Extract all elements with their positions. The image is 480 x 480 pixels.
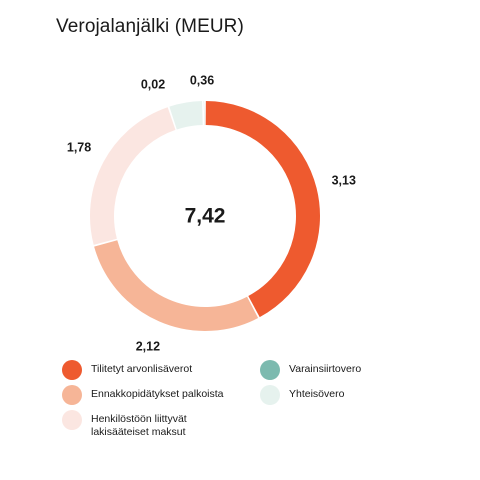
value-label: 0,36 bbox=[190, 73, 214, 87]
value-label: 1,78 bbox=[67, 141, 91, 155]
value-label: 0,02 bbox=[141, 77, 165, 91]
chart-title: Verojalanjälki (MEUR) bbox=[56, 16, 244, 37]
donut-segment bbox=[94, 239, 259, 331]
value-label: 2,12 bbox=[136, 339, 160, 353]
donut-segment bbox=[90, 107, 176, 245]
donut-segment bbox=[205, 101, 320, 318]
total-value: 7,42 bbox=[185, 205, 226, 228]
donut-segment bbox=[169, 101, 204, 130]
value-label: 3,13 bbox=[332, 174, 356, 188]
